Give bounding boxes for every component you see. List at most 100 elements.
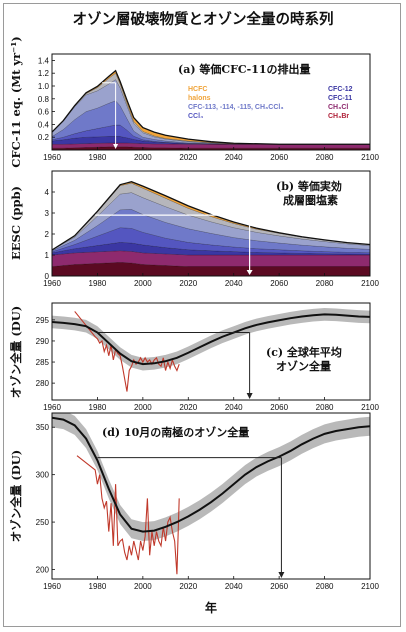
panel-b-yticks: 0 1 2 3 4	[45, 188, 55, 281]
x-tick-label: 2000	[134, 153, 152, 162]
panel-b-frame	[51, 170, 371, 277]
panel-d-frame	[51, 412, 371, 580]
area-series	[52, 250, 370, 267]
x-tick-label: 2100	[361, 582, 379, 591]
panel-b-ylabel: EESC (ppb)	[9, 186, 23, 260]
observed-series-line	[76, 455, 180, 575]
panel-b-areas	[52, 181, 370, 276]
y-tick-label: 250	[36, 518, 50, 527]
panel-d-xticks: 1960 1980 2000 2020 2040 2060 2080 2100	[43, 576, 379, 591]
panel-c-xticks: 1960 1980 2000 2020 2040 2060 2080 2100	[43, 397, 379, 412]
recovery-arrowhead	[278, 572, 285, 578]
x-tick-label: 2020	[179, 153, 197, 162]
x-axis-label: 年	[205, 600, 217, 615]
panel-a-areas	[52, 69, 370, 150]
panel-a-xticks: 1960 1980 2000 2020 2040 2060 2080 2100	[43, 147, 379, 162]
legend-entry: halons	[188, 95, 211, 102]
model-mean-line	[52, 416, 370, 533]
x-tick-label: 1960	[43, 403, 61, 412]
y-tick-label: 1.2	[38, 69, 50, 78]
x-tick-label: 2100	[361, 279, 379, 288]
panel-d-ylabel: オゾン全量 (DU)	[9, 450, 23, 542]
y-tick-label: 1.0	[38, 82, 50, 91]
y-tick-label: 0.8	[38, 95, 50, 104]
x-tick-label: 2080	[316, 582, 334, 591]
x-tick-label: 2000	[134, 279, 152, 288]
area-series	[52, 209, 370, 253]
panel-c-ylabel: オゾン全量 (DU)	[9, 306, 23, 398]
panel-b-guides	[95, 214, 253, 275]
panel-a-legend: HCFC halons CFC-113, -114, -115, CH₃CCl₃ CC…	[188, 86, 353, 120]
y-tick-label: 300	[36, 471, 50, 480]
panel-a-guides	[101, 82, 119, 149]
y-tick-label: 280	[36, 379, 50, 388]
x-tick-label: 2020	[179, 582, 197, 591]
legend-entry: CFC-11	[328, 95, 352, 102]
legend-entry: CH₃Br	[328, 113, 349, 120]
panel-c-yticks: 280 285 290 295	[36, 316, 55, 388]
model-mean-line	[52, 313, 370, 366]
x-tick-label: 2000	[134, 582, 152, 591]
panel-a-ylabel: CFC-11 eq. (Mt yr⁻¹)	[9, 36, 23, 167]
panel-a-yticks: 0.2 0.4 0.6 0.8 1.0 1.2 1.4	[38, 56, 55, 142]
title-line-2: 成層圏塩素	[283, 193, 338, 207]
x-tick-label: 2040	[225, 153, 243, 162]
panel-d-title: (d) 10月の南極のオゾン全量	[102, 425, 249, 439]
x-tick-label: 1960	[43, 582, 61, 591]
x-tick-label: 2060	[270, 279, 288, 288]
legend-entry: HCFC	[188, 86, 207, 93]
total-outline	[52, 69, 370, 145]
panel-d-yticks: 200 250 300 350	[36, 423, 55, 575]
legend-entry: CH₃Cl	[328, 104, 348, 111]
y-tick-label: 0.6	[38, 108, 50, 117]
panel-d-guides	[97, 457, 285, 578]
recovery-arrowhead	[246, 270, 253, 275]
y-tick-label: 0.4	[38, 120, 50, 129]
y-tick-label: 4	[45, 188, 50, 197]
title-line-2: オゾン全量	[276, 359, 331, 373]
y-tick-label: 200	[36, 566, 50, 575]
x-tick-label: 1980	[89, 279, 107, 288]
model-spread-band	[52, 413, 370, 542]
y-tick-label: 2	[45, 230, 50, 239]
x-tick-label: 2020	[179, 279, 197, 288]
panel-b: 1960 1980 2000 2020 2040 2060 2080 2100 0 1 2 3 4 (…	[9, 170, 379, 288]
x-tick-label: 2000	[134, 403, 152, 412]
area-series	[52, 192, 370, 252]
legend-entry: CCl₄	[188, 113, 203, 120]
x-tick-label: 2100	[361, 403, 379, 412]
area-series	[52, 227, 370, 255]
x-tick-label: 2080	[316, 403, 334, 412]
x-tick-label: 2080	[316, 279, 334, 288]
panel-b-title: (b) 等価実効成層圏塩素	[276, 179, 342, 207]
x-tick-label: 2080	[316, 153, 334, 162]
x-tick-label: 1980	[89, 403, 107, 412]
emission-guide-arrowhead	[113, 144, 119, 149]
panel-c-guides	[97, 332, 253, 399]
y-tick-label: 295	[36, 316, 50, 325]
y-tick-label: 290	[36, 337, 50, 346]
x-tick-label: 2040	[225, 403, 243, 412]
y-tick-label: 1.4	[38, 56, 50, 65]
panel-c: 1960 1980 2000 2020 2040 2060 2080 2100 2802852…	[9, 302, 379, 412]
panel-c-frame	[51, 302, 371, 401]
total-outline	[52, 181, 370, 251]
observed-series-line	[74, 311, 180, 392]
panel-a-title: (a) 等価CFC-11の排出量	[178, 62, 311, 76]
panel-a-frame	[51, 53, 371, 151]
y-tick-label: 0.2	[38, 133, 50, 142]
area-series	[52, 242, 370, 256]
recovery-arrowhead	[246, 393, 253, 399]
legend-entry: CFC-113, -114, -115, CH₃CCl₃	[188, 104, 284, 111]
x-tick-label: 2060	[270, 403, 288, 412]
x-tick-label: 2060	[270, 153, 288, 162]
x-tick-label: 1980	[89, 582, 107, 591]
x-tick-label: 2060	[270, 582, 288, 591]
panel-d: 1960 1980 2000 2020 2040 2060 2080 2100 200 250 3…	[9, 412, 379, 591]
y-tick-label: 3	[45, 209, 50, 218]
x-tick-label: 2040	[225, 279, 243, 288]
y-tick-label: 285	[36, 358, 50, 367]
title-line-1: (c) 全球年平均	[266, 345, 342, 359]
y-tick-label: 350	[36, 423, 50, 432]
